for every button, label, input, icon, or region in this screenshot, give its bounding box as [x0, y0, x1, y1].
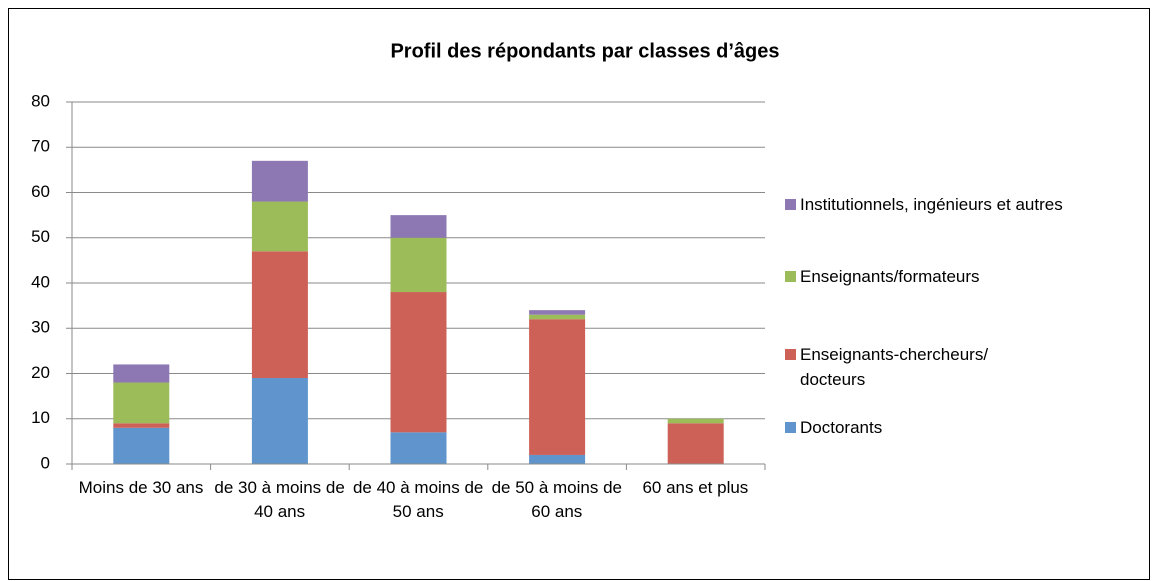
bar-segment	[667, 418, 724, 424]
bar-segment	[113, 382, 170, 424]
bar-segment	[251, 378, 308, 464]
x-tick-label: de 30 à moins de 40 ans	[214, 478, 345, 521]
bar-segment	[113, 427, 170, 464]
bar-segment	[390, 432, 447, 464]
y-tick-label: 30	[31, 318, 50, 337]
bar-segment	[529, 319, 586, 455]
bar-segment	[251, 201, 308, 252]
legend-swatch	[785, 199, 796, 210]
bar-segment	[667, 423, 724, 464]
legend-label: Enseignants-chercheurs/ docteurs	[800, 345, 989, 389]
x-tick-label: Moins de 30 ans	[78, 478, 204, 497]
bar-segment	[529, 454, 586, 464]
x-tick-label: de 40 à moins de 50 ans	[352, 478, 484, 521]
bar-segment	[251, 160, 308, 202]
legend-swatch	[785, 271, 796, 282]
legend-label: Enseignants/formateurs	[800, 267, 980, 286]
y-tick-label: 0	[41, 453, 50, 472]
y-tick-label: 70	[31, 137, 50, 156]
x-tick-label: 60 ans et plus	[642, 478, 749, 497]
chart-title: Profil des répondants par classes d’âges	[390, 40, 779, 62]
legend-label: Institutionnels, ingénieurs et autres	[800, 195, 1063, 214]
bar-segment	[113, 423, 170, 428]
x-tick-label: de 50 à moins de 60 ans	[491, 478, 622, 521]
y-tick-label: 40	[31, 272, 50, 291]
bar-segment	[390, 237, 447, 293]
y-tick-label: 60	[31, 182, 50, 201]
legend-label: Doctorants	[800, 418, 883, 437]
bar-segment	[390, 215, 447, 238]
bar-segment	[529, 314, 586, 320]
bar-segment	[113, 364, 170, 383]
legend-swatch	[785, 349, 796, 360]
y-tick-label: 80	[31, 91, 50, 110]
y-tick-label: 50	[31, 227, 50, 246]
bar-segment	[251, 251, 308, 379]
y-tick-label: 20	[31, 363, 50, 382]
chart-border	[8, 8, 1150, 580]
bar-segment	[529, 310, 586, 315]
legend-swatch	[785, 422, 796, 433]
y-tick-label: 10	[31, 408, 50, 427]
bar-segment	[390, 292, 447, 433]
